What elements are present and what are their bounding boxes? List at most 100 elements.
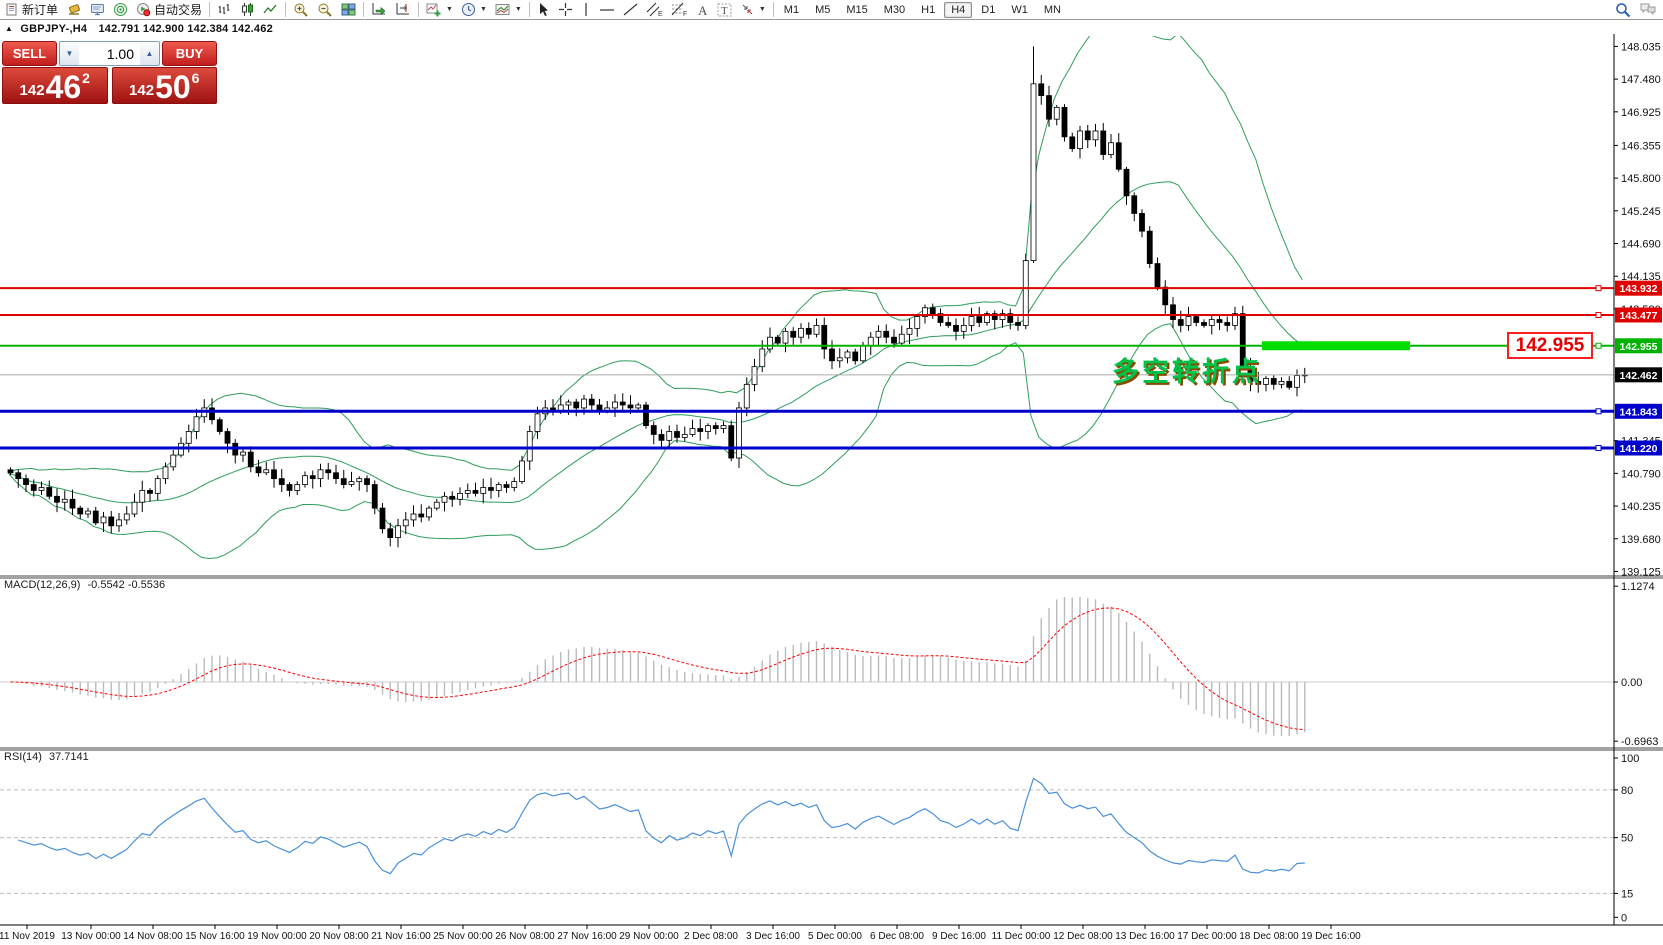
text-button[interactable]: A: [692, 0, 713, 20]
equidistant-channel-button[interactable]: E: [642, 0, 667, 20]
chat-button[interactable]: [1635, 0, 1661, 20]
svg-text:147.480: 147.480: [1621, 74, 1661, 86]
time-axis[interactable]: 11 Nov 2019 13 Nov 00:00 14 Nov 08:00 15 No…: [0, 925, 1361, 942]
market-watch-button[interactable]: [86, 0, 109, 20]
price-chart-canvas[interactable]: 148.035 147.480 146.925 146.355 145.800 145.2…: [0, 20, 1663, 945]
svg-text:26 Nov 08:00: 26 Nov 08:00: [495, 931, 555, 942]
macd-panel: [0, 596, 1614, 737]
level-lines[interactable]: [0, 285, 1614, 452]
new-order-icon: [6, 3, 17, 16]
highlight-segment[interactable]: [1262, 341, 1410, 351]
indicators-button[interactable]: ▼: [422, 0, 457, 20]
one-click-trading-panel: SELL ▼ 1.00 ▲ BUY 142 46 2 142 50 6: [2, 41, 217, 104]
tile-windows-button[interactable]: [337, 0, 360, 20]
line-chart-mode-button[interactable]: [259, 0, 282, 20]
axis-price-box: [1615, 367, 1662, 383]
timeframe-button-m30[interactable]: M30: [883, 3, 906, 16]
axis-price-box: [1615, 403, 1662, 419]
svg-text:139.125: 139.125: [1621, 566, 1661, 578]
candlesticks: [7, 46, 1308, 548]
arrows-button[interactable]: ▼: [736, 0, 770, 20]
cursor-button[interactable]: [533, 0, 554, 20]
symbol-info-bar[interactable]: ▲ GBPJPY-,H4 142.791 142.900 142.384 142…: [5, 23, 273, 35]
svg-text:141.843: 141.843: [1620, 406, 1658, 418]
auto-scroll-button[interactable]: [367, 0, 391, 20]
buy-price-button[interactable]: 142 50 6: [111, 67, 217, 105]
timeframe-button-w1[interactable]: W1: [1011, 3, 1028, 16]
svg-text:19 Dec 16:00: 19 Dec 16:00: [1301, 931, 1361, 942]
trendline-icon: [623, 3, 638, 16]
timeframe-button-h1[interactable]: H1: [921, 3, 936, 16]
svg-text:14 Nov 08:00: 14 Nov 08:00: [123, 931, 183, 942]
chart-shift-button[interactable]: [391, 0, 415, 20]
svg-text:18 Dec 08:00: 18 Dec 08:00: [1239, 931, 1299, 942]
svg-text:80: 80: [1621, 785, 1633, 797]
svg-text:15: 15: [1621, 888, 1633, 900]
navigator-button[interactable]: [109, 0, 132, 20]
autotrading-button[interactable]: 自动交易: [132, 0, 206, 20]
new-chart-button[interactable]: [62, 0, 86, 20]
axis-price-box: [1615, 280, 1662, 296]
trendline-button[interactable]: [619, 0, 642, 20]
svg-text:20 Nov 08:00: 20 Nov 08:00: [309, 931, 369, 942]
svg-text:145.245: 145.245: [1621, 206, 1661, 218]
axis-price-box: [1615, 307, 1662, 323]
buy-price-sup: 6: [191, 70, 200, 86]
timeframe-button-m15[interactable]: M15: [846, 3, 868, 16]
svg-text:15 Nov 16:00: 15 Nov 16:00: [185, 931, 245, 942]
svg-text:146.925: 146.925: [1621, 107, 1661, 119]
axes[interactable]: 148.035 147.480 146.925 146.355 145.800 145.2…: [0, 34, 1663, 926]
toolbar-separator: [209, 2, 211, 17]
svg-text:142.955: 142.955: [1620, 341, 1658, 353]
chart-annotation-text[interactable]: 多空转折点: [1112, 357, 1262, 387]
rsi-title: RSI(14): [4, 751, 42, 763]
svg-text:142.462: 142.462: [1620, 370, 1658, 382]
timeframe-button-d1[interactable]: D1: [981, 3, 996, 16]
fibonacci-button[interactable]: F: [667, 0, 692, 20]
svg-text:13 Dec 16:00: 13 Dec 16:00: [1115, 931, 1175, 942]
horizontal-line-button[interactable]: [595, 0, 619, 20]
volume-value[interactable]: 1.00: [106, 45, 134, 62]
search-button[interactable]: [1611, 0, 1635, 20]
vertical-line-button[interactable]: [577, 0, 595, 20]
zoom-in-icon: [294, 3, 308, 17]
sell-price-prefix: 142: [19, 82, 45, 99]
toolbar-separator: [285, 2, 287, 17]
rsi-panel: [0, 777, 1614, 894]
zoom-out-button[interactable]: [313, 0, 337, 20]
svg-text:140.235: 140.235: [1621, 501, 1661, 513]
fibonacci-icon: F: [671, 2, 687, 17]
volume-decrease-button[interactable]: ▼: [60, 42, 79, 65]
bar-chart-mode-button[interactable]: [213, 0, 236, 20]
timeframe-button-m5[interactable]: M5: [815, 3, 831, 16]
add-indicator-icon: [426, 3, 441, 17]
timeframe-button-h4[interactable]: H4: [944, 1, 973, 18]
buy-button[interactable]: BUY: [162, 41, 217, 66]
chart-expand-icon: ▲: [5, 24, 14, 33]
text-label-icon: T: [717, 3, 732, 17]
timeframe-group: M1 M5 M15 M30 H1 H4 D1 W1 MN: [777, 1, 1068, 18]
sell-button[interactable]: SELL: [2, 41, 57, 66]
periods-button[interactable]: ▼: [457, 0, 491, 20]
vertical-line-icon: [585, 3, 587, 16]
buy-price-prefix: 142: [129, 82, 155, 99]
candle-chart-mode-button[interactable]: [236, 0, 259, 20]
svg-text:146.355: 146.355: [1621, 140, 1661, 152]
timeframe-button-mn[interactable]: MN: [1043, 3, 1061, 16]
timeframe-button-m1[interactable]: M1: [783, 3, 800, 16]
price-level-tag[interactable]: 142.955: [1507, 332, 1593, 359]
zoom-in-button[interactable]: [289, 0, 313, 20]
text-label-button[interactable]: T: [713, 0, 736, 20]
svg-text:140.790: 140.790: [1621, 468, 1661, 480]
trade-prices-row: 142 46 2 142 50 6: [2, 67, 217, 104]
sell-price-button[interactable]: 142 46 2: [2, 67, 108, 104]
buy-price-big: 50: [155, 69, 191, 105]
sell-price-sup: 2: [82, 70, 90, 86]
new-order-button[interactable]: 新订单: [2, 0, 62, 20]
templates-button[interactable]: ▼: [491, 0, 526, 20]
crosshair-button[interactable]: [554, 0, 577, 20]
volume-increase-button[interactable]: ▲: [140, 42, 159, 65]
svg-text:144.135: 144.135: [1621, 271, 1661, 283]
svg-text:2 Dec 08:00: 2 Dec 08:00: [684, 931, 738, 942]
line-chart-icon: [263, 4, 277, 14]
